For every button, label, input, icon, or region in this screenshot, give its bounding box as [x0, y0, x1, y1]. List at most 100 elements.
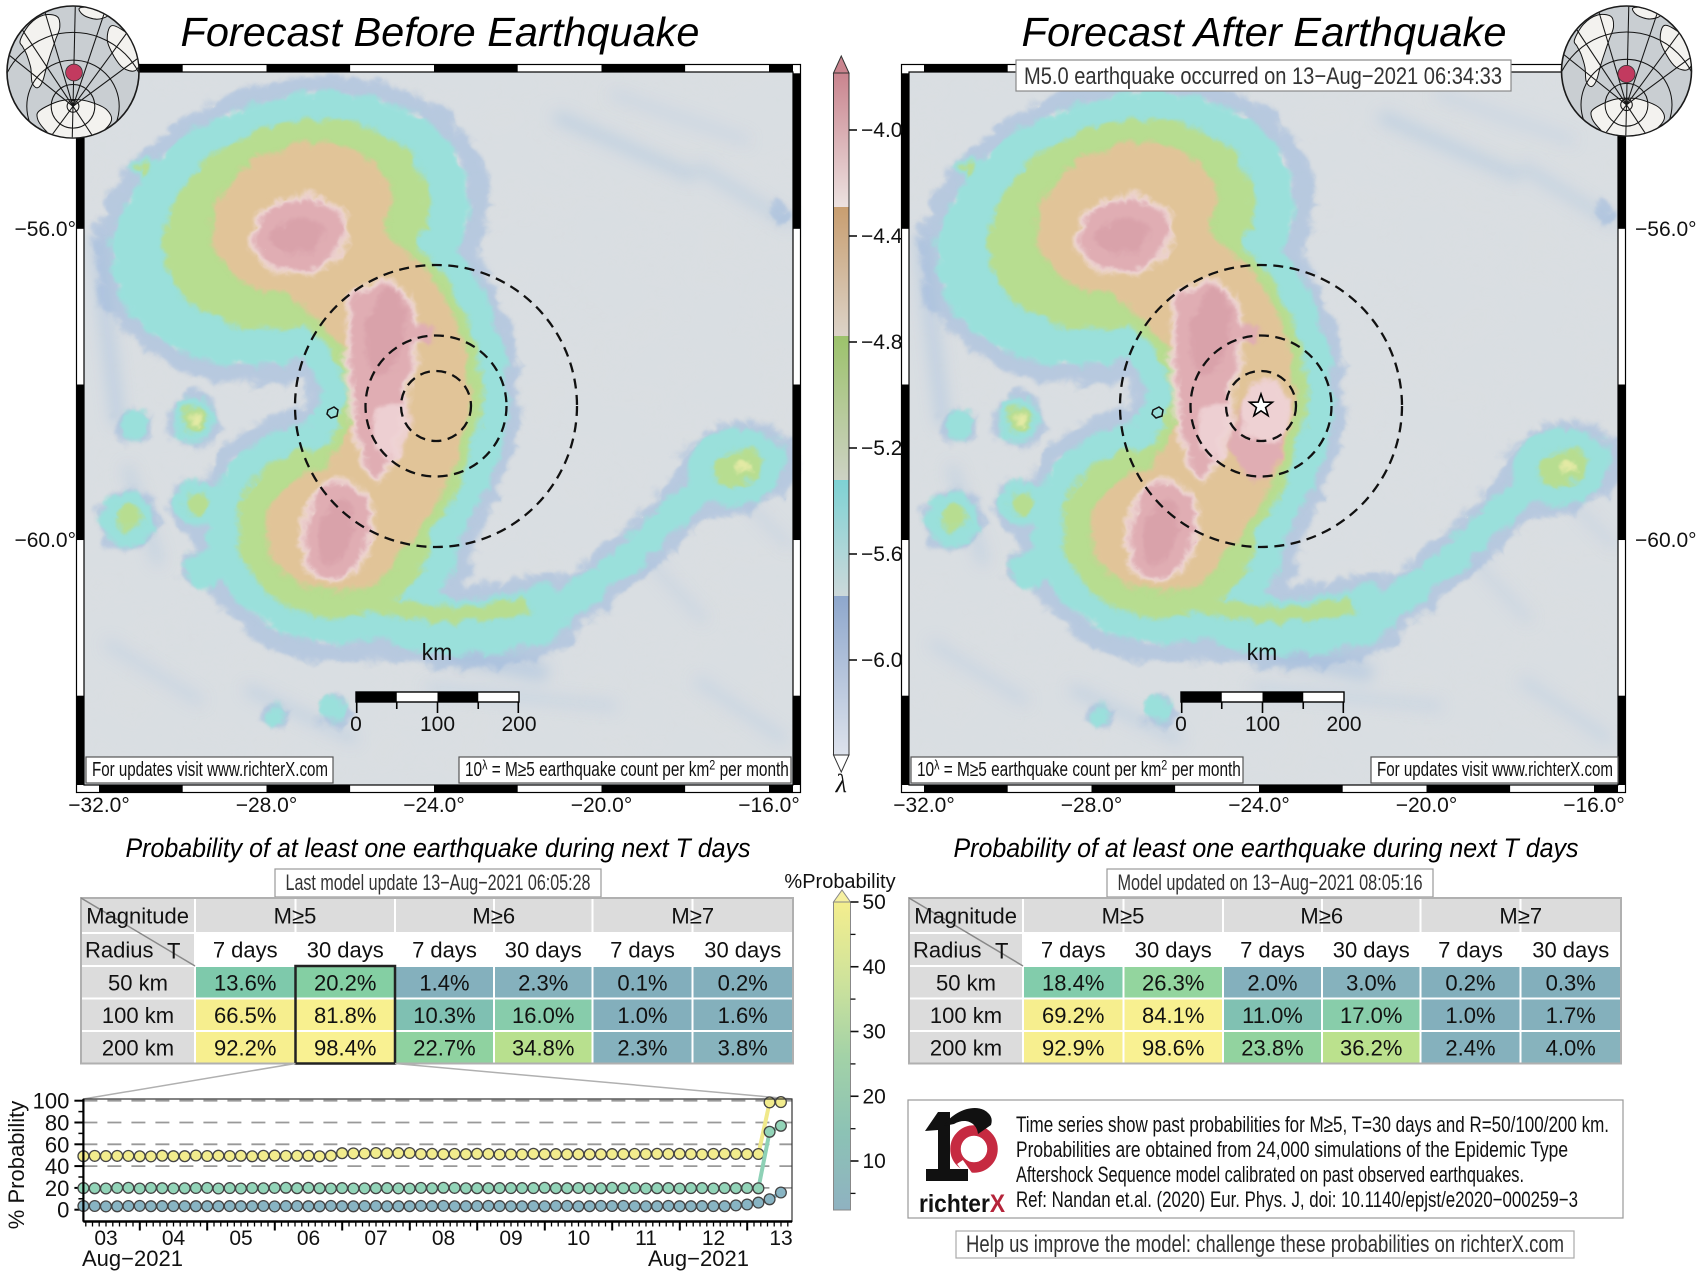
svg-text:80: 80: [45, 1111, 69, 1136]
svg-text:10: 10: [863, 1150, 886, 1173]
svg-text:26.3%: 26.3%: [1142, 970, 1204, 995]
svg-text:−56.0°: −56.0°: [14, 218, 76, 241]
svg-text:7 days: 7 days: [1240, 938, 1305, 963]
svg-text:84.1%: 84.1%: [1142, 1003, 1204, 1028]
svg-text:7 days: 7 days: [213, 938, 278, 963]
svg-text:3.8%: 3.8%: [718, 1035, 768, 1060]
svg-text:200 km: 200 km: [930, 1035, 1002, 1060]
svg-text:Forecast Before Earthquake: Forecast Before Earthquake: [181, 9, 700, 55]
svg-text:66.5%: 66.5%: [214, 1003, 276, 1028]
svg-text:M≥6: M≥6: [1300, 904, 1343, 929]
svg-text:Probability of at least one ea: Probability of at least one earthquake d…: [126, 833, 751, 863]
svg-text:Ref: Nandan et.al. (2020) Eur.: Ref: Nandan et.al. (2020) Eur. Phys. J, …: [1016, 1187, 1578, 1212]
svg-text:10: 10: [567, 1227, 590, 1250]
svg-text:Time series show past probabil: Time series show past probabilities for …: [1016, 1112, 1609, 1137]
svg-text:50: 50: [863, 891, 886, 914]
svg-text:−4.0: −4.0: [861, 119, 902, 142]
svg-text:40: 40: [45, 1154, 69, 1179]
svg-text:Help us improve the model: cha: Help us improve the model: challenge the…: [966, 1231, 1564, 1258]
svg-text:98.6%: 98.6%: [1142, 1035, 1204, 1060]
svg-text:Probabilities are obtained fro: Probabilities are obtained from 24,000 s…: [1016, 1137, 1568, 1162]
svg-text:richterX: richterX: [919, 1190, 1005, 1218]
svg-text:−4.4: −4.4: [861, 225, 903, 248]
svg-text:−16.0°: −16.0°: [738, 794, 800, 817]
svg-text:7 days: 7 days: [610, 938, 675, 963]
svg-text:−20.0°: −20.0°: [571, 794, 633, 817]
svg-text:200 km: 200 km: [102, 1035, 174, 1060]
svg-text:3.0%: 3.0%: [1346, 970, 1396, 995]
svg-text:Aug−2021: Aug−2021: [82, 1246, 183, 1271]
svg-text:04: 04: [162, 1227, 186, 1250]
svg-text:18.4%: 18.4%: [1042, 970, 1104, 995]
svg-text:−56.0°: −56.0°: [1635, 218, 1696, 241]
svg-text:2.4%: 2.4%: [1445, 1035, 1495, 1060]
svg-text:M≥7: M≥7: [1499, 904, 1542, 929]
svg-text:−24.0°: −24.0°: [403, 794, 465, 817]
svg-text:M5.0 earthquake occurred on 13: M5.0 earthquake occurred on 13−Aug−2021 …: [1024, 63, 1502, 90]
svg-text:Magnitude: Magnitude: [914, 904, 1017, 929]
svg-text:−32.0°: −32.0°: [68, 794, 130, 817]
svg-text:13.6%: 13.6%: [214, 970, 276, 995]
svg-text:100 km: 100 km: [930, 1003, 1002, 1028]
svg-text:1.0%: 1.0%: [1445, 1003, 1495, 1028]
svg-text:06: 06: [297, 1227, 320, 1250]
svg-text:92.9%: 92.9%: [1042, 1035, 1104, 1060]
svg-text:08: 08: [432, 1227, 455, 1250]
svg-text:Last model update 13−Aug−2021: Last model update 13−Aug−2021 06:05:28: [286, 870, 591, 895]
svg-text:For updates visit www.richterX: For updates visit www.richterX.com: [92, 759, 328, 781]
svg-text:1.4%: 1.4%: [419, 970, 469, 995]
svg-text:−20.0°: −20.0°: [1396, 794, 1458, 817]
svg-text:05: 05: [229, 1227, 252, 1250]
svg-text:17.0%: 17.0%: [1340, 1003, 1402, 1028]
svg-text:60: 60: [45, 1132, 69, 1157]
svg-text:10λ = M≥5 earthquake count per: 10λ = M≥5 earthquake count per km2 per m…: [465, 757, 789, 781]
svg-text:11.0%: 11.0%: [1242, 1003, 1303, 1028]
svg-text:1.6%: 1.6%: [718, 1003, 768, 1028]
svg-text:11: 11: [635, 1227, 657, 1250]
svg-text:−6.0: −6.0: [861, 649, 902, 672]
svg-text:30: 30: [863, 1021, 886, 1044]
svg-text:−60.0°: −60.0°: [1635, 529, 1696, 552]
svg-text:69.2%: 69.2%: [1042, 1003, 1104, 1028]
svg-text:12: 12: [702, 1227, 725, 1250]
svg-text:30 days: 30 days: [1532, 938, 1609, 963]
svg-text:2.0%: 2.0%: [1247, 970, 1297, 995]
svg-text:Forecast After Earthquake: Forecast After Earthquake: [1022, 9, 1507, 55]
svg-text:30 days: 30 days: [1135, 938, 1212, 963]
svg-text:Probability of at least one ea: Probability of at least one earthquake d…: [954, 833, 1579, 863]
svg-text:% Probability: % Probability: [4, 1101, 29, 1229]
svg-text:Aug−2021: Aug−2021: [648, 1246, 749, 1271]
svg-text:100: 100: [33, 1089, 70, 1114]
svg-text:Magnitude: Magnitude: [86, 904, 189, 929]
svg-text:−32.0°: −32.0°: [893, 794, 955, 817]
svg-text:13: 13: [769, 1227, 792, 1250]
svg-text:0.2%: 0.2%: [718, 970, 768, 995]
svg-text:M≥7: M≥7: [671, 904, 714, 929]
svg-text:30 days: 30 days: [505, 938, 582, 963]
svg-text:4.0%: 4.0%: [1546, 1035, 1596, 1060]
svg-text:03: 03: [94, 1227, 117, 1250]
svg-text:−4.8: −4.8: [861, 331, 902, 354]
svg-text:−5.2: −5.2: [861, 437, 902, 460]
svg-text:T: T: [995, 939, 1008, 964]
svg-text:20: 20: [863, 1085, 886, 1108]
svg-text:T: T: [167, 939, 180, 964]
svg-text:30 days: 30 days: [1333, 938, 1410, 963]
svg-text:1.0%: 1.0%: [617, 1003, 667, 1028]
svg-text:1.7%: 1.7%: [1546, 1003, 1596, 1028]
svg-text:7 days: 7 days: [1438, 938, 1503, 963]
svg-text:λ: λ: [835, 769, 847, 798]
svg-text:40: 40: [863, 956, 886, 979]
svg-text:50 km: 50 km: [936, 970, 996, 995]
svg-text:30 days: 30 days: [307, 938, 384, 963]
svg-text:20: 20: [45, 1176, 69, 1201]
svg-text:Radius: Radius: [85, 938, 153, 963]
svg-text:0.3%: 0.3%: [1546, 970, 1596, 995]
svg-text:30 days: 30 days: [704, 938, 781, 963]
svg-text:0: 0: [57, 1198, 69, 1223]
svg-text:0.1%: 0.1%: [617, 970, 667, 995]
svg-text:81.8%: 81.8%: [314, 1003, 376, 1028]
svg-text:23.8%: 23.8%: [1241, 1035, 1303, 1060]
svg-text:Radius: Radius: [913, 938, 981, 963]
svg-text:34.8%: 34.8%: [512, 1035, 574, 1060]
